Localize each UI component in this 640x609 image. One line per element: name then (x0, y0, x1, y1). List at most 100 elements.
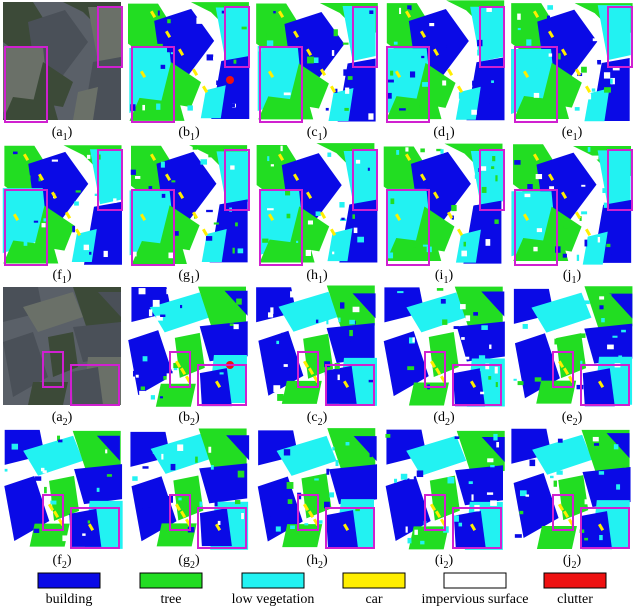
speck (590, 78, 593, 84)
speck (416, 470, 424, 478)
speck (103, 250, 108, 258)
speck (338, 317, 341, 323)
car (558, 503, 565, 512)
caption-close: ) (576, 553, 581, 568)
speck (167, 45, 174, 53)
speck (514, 160, 521, 165)
speck (480, 166, 487, 171)
speck (483, 378, 487, 384)
speck (533, 92, 540, 98)
speck (605, 251, 612, 255)
speck (399, 108, 406, 111)
speck (533, 246, 538, 252)
highlight-box (352, 6, 378, 68)
speck (288, 201, 293, 204)
speck (624, 465, 627, 468)
caption-sub: 1 (445, 132, 450, 143)
legend-label: clutter (557, 592, 593, 607)
speck (612, 66, 620, 71)
car (548, 173, 555, 182)
caption-sub: 1 (443, 275, 448, 286)
caption-main: (a (52, 125, 64, 140)
region (2, 188, 48, 254)
speck (20, 447, 24, 453)
region (73, 87, 98, 120)
speck (304, 523, 309, 526)
speck (360, 103, 366, 111)
speck (57, 435, 61, 442)
legend-swatch (139, 572, 203, 589)
speck (618, 355, 623, 362)
speck (524, 193, 531, 198)
speck (241, 512, 244, 520)
region (597, 150, 631, 206)
speck (599, 535, 603, 541)
speck (307, 56, 314, 64)
legend-label: tree (161, 592, 182, 607)
speck (352, 214, 355, 219)
car (435, 367, 442, 376)
speck (453, 515, 459, 522)
region (23, 435, 84, 476)
panel-image (383, 286, 505, 407)
speck (568, 241, 574, 245)
highlight-box (259, 46, 303, 123)
region (470, 6, 504, 62)
speck (412, 337, 415, 343)
speck (326, 318, 329, 325)
car (180, 510, 187, 519)
speck (405, 147, 409, 152)
car (598, 523, 605, 532)
speck (579, 216, 582, 221)
speck (33, 513, 38, 519)
speck (280, 145, 283, 152)
speck (485, 363, 490, 370)
speck (621, 471, 625, 476)
speck (159, 26, 163, 32)
speck (471, 494, 474, 501)
speck (163, 376, 167, 380)
speck (192, 145, 198, 150)
car (405, 153, 412, 162)
speck (156, 103, 161, 110)
speck (616, 484, 621, 490)
speck (312, 311, 317, 315)
speck (479, 366, 487, 371)
car (575, 68, 582, 77)
speck (454, 436, 460, 439)
panel-image (128, 286, 248, 407)
panel-caption: (b1) (178, 125, 200, 143)
region (342, 5, 376, 61)
speck (337, 374, 340, 381)
region (288, 63, 329, 109)
speck (217, 520, 221, 526)
speck (421, 55, 425, 59)
highlight-box (325, 507, 375, 549)
speck (436, 148, 442, 152)
speck (277, 539, 281, 544)
legend-swatch (241, 572, 305, 589)
panel-caption: (j1) (563, 268, 582, 286)
speck (174, 231, 179, 236)
speck (38, 177, 41, 182)
legend-label: building (46, 592, 93, 607)
car (395, 213, 402, 222)
speck (407, 366, 415, 371)
speck (273, 10, 276, 14)
car (330, 85, 337, 94)
speck (324, 501, 330, 509)
highlight-box (479, 149, 505, 211)
speck (159, 396, 163, 399)
panel-caption: (d1) (433, 125, 455, 143)
car (215, 523, 222, 532)
speck (89, 251, 92, 255)
speck (135, 374, 139, 378)
car (433, 48, 440, 57)
caption-main: (h (306, 268, 318, 283)
panel-caption: (j2) (563, 553, 582, 571)
speck (451, 204, 457, 212)
caption-main: (g (178, 553, 190, 568)
legend-swatch (342, 572, 406, 589)
speck (233, 59, 237, 64)
panel-image (383, 143, 505, 266)
